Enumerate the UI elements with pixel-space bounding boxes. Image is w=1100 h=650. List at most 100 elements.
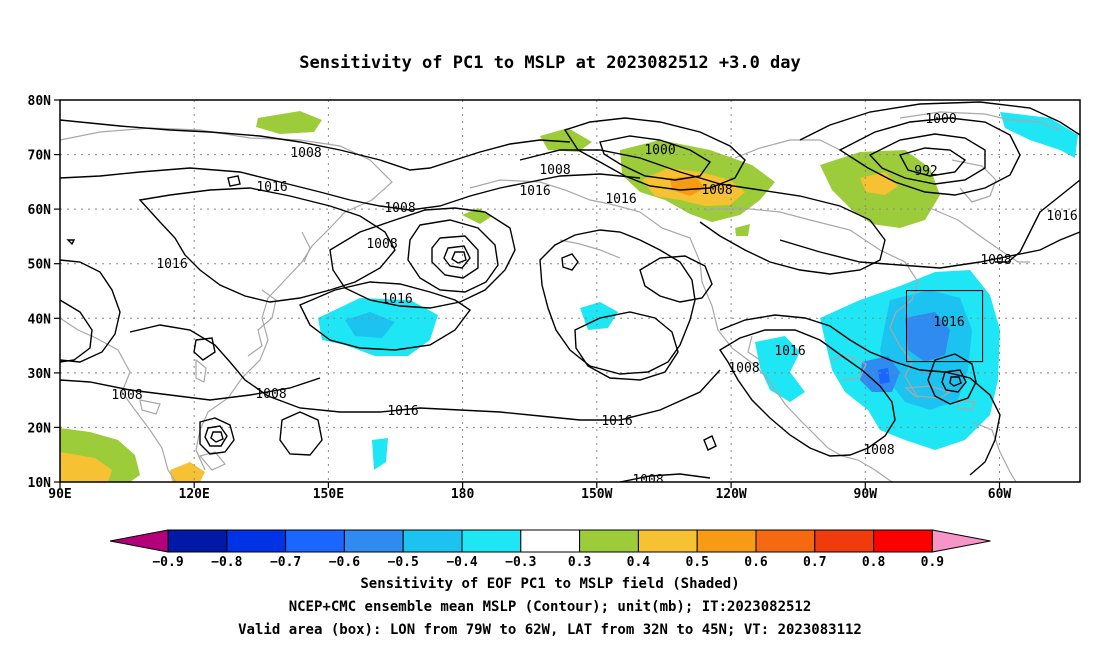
positive-sensitivity-region bbox=[256, 111, 322, 134]
colorbar-tick-label: −0.5 bbox=[388, 555, 419, 570]
colorbar-swatch bbox=[873, 529, 933, 553]
colorbar-low-end-triangle bbox=[109, 529, 169, 553]
lon-label: 180 bbox=[451, 487, 475, 502]
colorbar-tick-label: 0.7 bbox=[803, 555, 826, 570]
isobar bbox=[66, 239, 76, 246]
caption-line-1: Sensitivity of EOF PC1 to MSLP field (Sh… bbox=[360, 576, 739, 592]
contour-label: 1016 bbox=[601, 414, 632, 429]
isobar bbox=[799, 101, 1080, 141]
contour-label: 1008 bbox=[980, 253, 1011, 268]
contour-label: 1008 bbox=[290, 146, 321, 161]
colorbar-tick-label: 0.8 bbox=[862, 555, 886, 570]
contour-label: 1016 bbox=[156, 257, 187, 272]
isobar bbox=[868, 133, 986, 185]
colorbar-swatches bbox=[109, 529, 991, 553]
lat-label: 50N bbox=[28, 258, 52, 273]
contour-label: 1008 bbox=[255, 387, 286, 402]
contour-label: 1008 bbox=[728, 361, 759, 376]
latitude-labels: 80N 70N 60N 50N 40N 30N 20N 10N bbox=[28, 94, 52, 491]
colorbar-swatch bbox=[755, 529, 816, 553]
colorbar: −0.9 −0.8 −0.7 −0.6 −0.5 −0.4 −0.3 0.3 0.4 0.5 0.6… bbox=[109, 529, 991, 570]
lon-label: 120W bbox=[715, 487, 746, 502]
isobar bbox=[138, 187, 396, 303]
lat-label: 40N bbox=[28, 312, 52, 327]
negative-sensitivity-region bbox=[905, 312, 950, 362]
negative-sensitivity-region bbox=[878, 368, 890, 384]
colorbar-tick-label: 0.9 bbox=[921, 555, 944, 570]
colorbar-tick-label: −0.6 bbox=[329, 555, 360, 570]
isobar bbox=[204, 425, 228, 447]
positive-sensitivity-region bbox=[670, 176, 705, 196]
lat-label: 80N bbox=[28, 94, 52, 109]
isobar bbox=[129, 324, 721, 421]
isobar bbox=[210, 431, 224, 443]
contour-label: 1016 bbox=[387, 404, 418, 419]
isobar bbox=[60, 259, 121, 363]
isobar bbox=[519, 149, 886, 275]
contour-label: 1016 bbox=[1046, 209, 1077, 224]
contour-label: 1008 bbox=[384, 201, 415, 216]
isobar bbox=[599, 135, 712, 181]
isobar bbox=[719, 329, 896, 457]
isobar bbox=[719, 314, 1001, 476]
contour-label: 1016 bbox=[256, 180, 287, 195]
contour-label: 1016 bbox=[933, 315, 964, 330]
isobar bbox=[431, 235, 479, 279]
isobar bbox=[927, 353, 977, 405]
caption-line-2: NCEP+CMC ensemble mean MSLP (Contour); u… bbox=[289, 599, 812, 615]
isobar bbox=[779, 231, 1080, 269]
isobar bbox=[279, 411, 323, 456]
isobar bbox=[574, 311, 679, 381]
isobar bbox=[329, 207, 516, 309]
isobar bbox=[60, 377, 321, 401]
isobar bbox=[199, 417, 235, 455]
contour-labels: 1008 1016 1008 1008 1016 1016 1008 1008 … bbox=[111, 112, 1077, 482]
colorbar-tick-label: 0.4 bbox=[627, 555, 651, 570]
lat-label: 60N bbox=[28, 203, 52, 218]
isobar bbox=[838, 117, 1021, 196]
colorbar-swatch bbox=[520, 529, 581, 553]
positive-sensitivity-region bbox=[60, 452, 112, 482]
contour-label: 1008 bbox=[366, 237, 397, 252]
isobar bbox=[619, 473, 711, 482]
lon-label: 120E bbox=[179, 487, 210, 502]
axis-ticks bbox=[54, 99, 1001, 488]
isobar bbox=[443, 245, 471, 269]
colorbar-tick-label: −0.3 bbox=[505, 555, 536, 570]
isobar bbox=[227, 175, 241, 187]
colorbar-swatch bbox=[285, 529, 345, 553]
map-title: Sensitivity of PC1 to MSLP at 2023082512… bbox=[299, 53, 801, 73]
lat-label: 10N bbox=[28, 476, 52, 491]
colorbar-swatch bbox=[579, 529, 639, 553]
lon-label: 90W bbox=[854, 487, 878, 502]
colorbar-tick-label: −0.8 bbox=[211, 555, 242, 570]
contour-label: 1008 bbox=[701, 183, 732, 198]
contour-label: 1016 bbox=[605, 192, 636, 207]
map-frame bbox=[59, 99, 1081, 483]
lat-label: 20N bbox=[28, 421, 52, 436]
contour-label: 1016 bbox=[381, 292, 412, 307]
isobar bbox=[60, 167, 641, 211]
contour-label: 1008 bbox=[111, 388, 142, 403]
colorbar-swatch bbox=[343, 529, 404, 553]
negative-sensitivity-region bbox=[1000, 112, 1078, 158]
positive-sensitivity-region bbox=[735, 224, 750, 236]
isobar bbox=[941, 369, 967, 393]
colorbar-swatch bbox=[814, 529, 875, 553]
colorbar-swatch bbox=[226, 529, 287, 553]
isobar bbox=[898, 147, 967, 177]
isobar bbox=[407, 219, 499, 293]
colorbar-tick-label: 0.3 bbox=[568, 555, 591, 570]
map-plot-area: 1008 1016 1008 1008 1016 1016 1008 1008 … bbox=[60, 100, 1080, 482]
colorbar-swatch bbox=[461, 529, 522, 553]
contour-label: 1008 bbox=[539, 163, 570, 178]
isobar bbox=[60, 299, 93, 363]
isobar bbox=[451, 251, 467, 264]
colorbar-swatch bbox=[696, 529, 757, 553]
colorbar-tick-labels: −0.9 −0.8 −0.7 −0.6 −0.5 −0.4 −0.3 0.3 0.4 0.5 0.6… bbox=[152, 555, 944, 570]
caption-line-3: Valid area (box): LON from 79W to 62W, L… bbox=[238, 622, 862, 638]
lat-label: 30N bbox=[28, 367, 52, 382]
valid-area-box bbox=[906, 290, 984, 363]
lon-label: 150W bbox=[581, 487, 612, 502]
